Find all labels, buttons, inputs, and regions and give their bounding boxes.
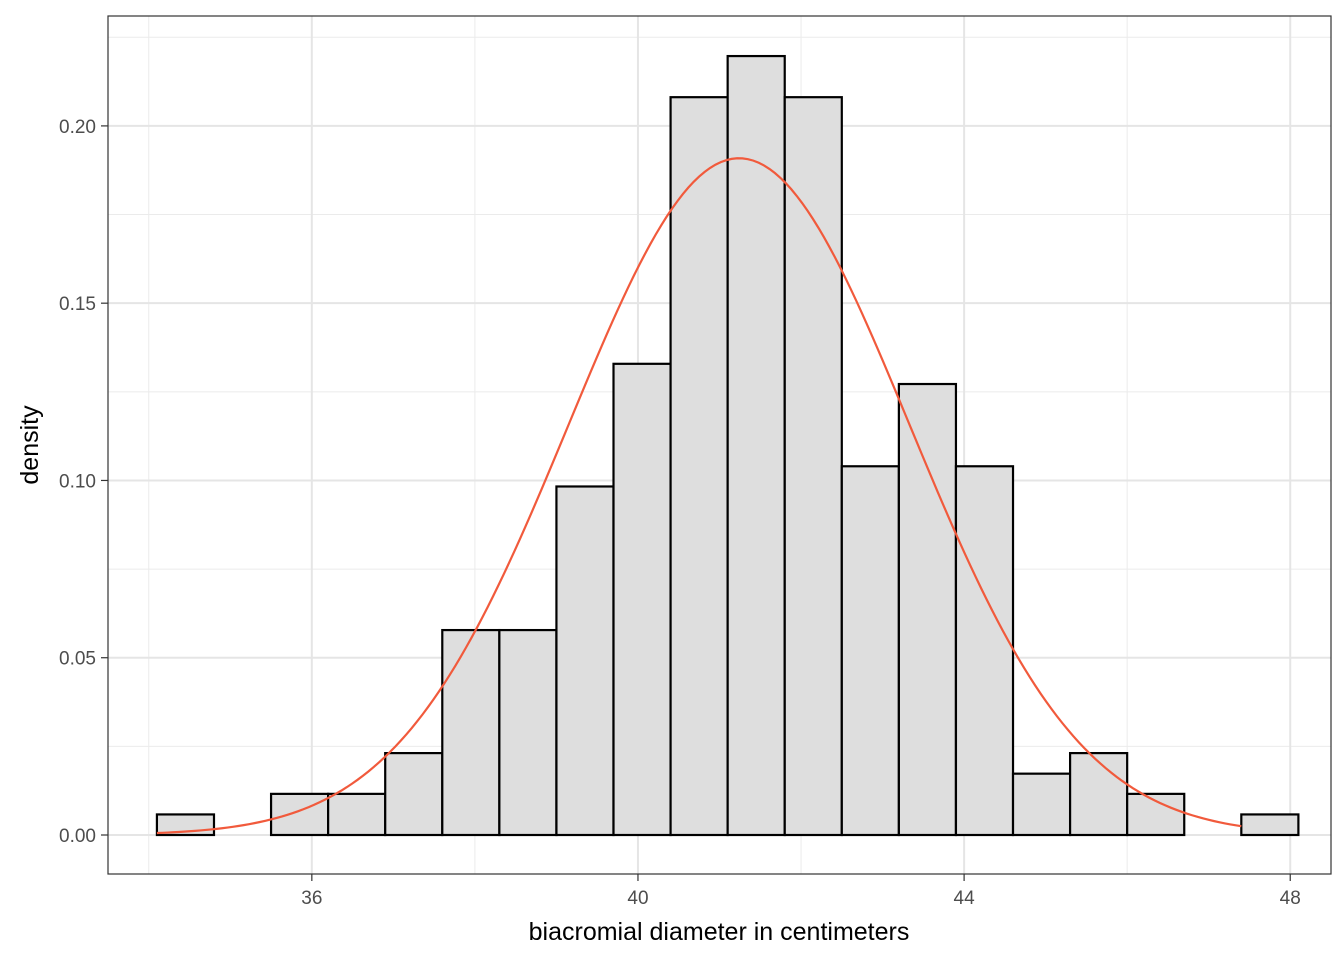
histogram-bar (384, 751, 444, 837)
histogram-bar (954, 465, 1015, 837)
histogram-bar (555, 485, 615, 837)
histogram-bar (327, 792, 387, 837)
histogram-bar (783, 96, 843, 837)
histogram-bar (726, 54, 786, 837)
histogram-bar (612, 362, 672, 837)
x-axis-title: biacromial diameter in centimeters (529, 918, 910, 946)
histogram-bar (897, 382, 958, 837)
histogram-bar (1068, 751, 1129, 837)
y-tick-label: 0.15 (59, 294, 96, 315)
x-tick-label: 48 (1280, 888, 1301, 909)
histogram-bar (669, 96, 729, 837)
x-tick-label: 44 (954, 888, 976, 909)
y-tick-label: 0.10 (59, 471, 96, 492)
y-tick-label: 0.00 (59, 826, 96, 847)
x-axis-ticks: 36 40 44 48 (301, 874, 1301, 909)
histogram-bar (498, 628, 558, 837)
histogram-bar (1240, 813, 1300, 837)
y-axis-ticks: 0.00 0.05 0.10 0.15 0.20 (59, 117, 108, 847)
histogram-bar (441, 628, 501, 837)
x-tick-label: 36 (301, 888, 322, 909)
histogram-bars (155, 54, 1300, 837)
histogram-bar (840, 465, 900, 837)
histogram-bar (1011, 772, 1072, 837)
x-tick-label: 40 (627, 888, 648, 909)
plot-panel-border (107, 15, 1332, 875)
histogram-bar (269, 792, 330, 837)
y-axis-title: density (16, 405, 44, 485)
density-curve (156, 157, 1242, 835)
y-tick-label: 0.20 (59, 117, 96, 138)
y-tick-label: 0.05 (59, 649, 96, 670)
